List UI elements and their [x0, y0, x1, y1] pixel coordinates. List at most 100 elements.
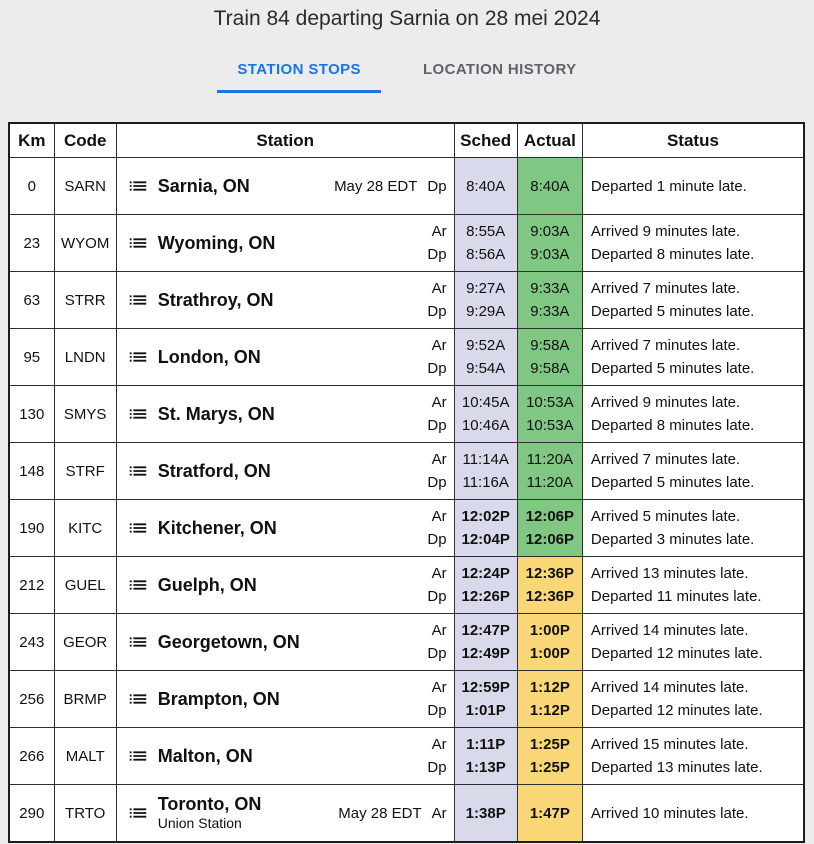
sched-time: 12:04P	[461, 531, 510, 548]
arrdep-line: Dp	[427, 528, 446, 551]
actual-cell: 12:06P 12:06P	[516, 499, 583, 557]
arrdep-line: Ar	[432, 562, 447, 585]
status-cell: Arrived 13 minutes late. Departed 11 minu…	[581, 556, 805, 614]
status-line: Arrived 13 minutes late.	[590, 565, 749, 582]
table-header-row: Km Code Station Sched Actual Status	[8, 122, 805, 158]
station-menu-list-icon[interactable]	[127, 346, 149, 368]
station-menu-list-icon[interactable]	[127, 403, 149, 425]
station-menu-list-icon[interactable]	[127, 175, 149, 197]
sched-cell: 1:11P 1:13P	[453, 727, 518, 785]
status-cell: Arrived 7 minutes late. Departed 5 minute…	[581, 328, 805, 386]
status-cell: Arrived 14 minutes late. Departed 12 minu…	[581, 670, 805, 728]
station-cell: Georgetown, ON Ar Dp	[115, 613, 455, 671]
station-name-block: Brampton, ON	[158, 689, 280, 710]
station-name: Strathroy, ON	[157, 289, 274, 310]
status-cell: Arrived 7 minutes late. Departed 5 minute…	[581, 271, 805, 329]
station-menu-list-icon[interactable]	[127, 289, 149, 311]
km-cell: 256	[8, 670, 55, 728]
active-tab-indicator	[217, 90, 381, 93]
actual-cell: 11:20A 11:20A	[516, 442, 583, 500]
station-cell-content: Malton, ON Ar Dp	[117, 728, 454, 784]
sched-cell: 11:14A 11:16A	[453, 442, 518, 500]
station-row: 130 SMYS St. Marys, ON Ar Dp 10:45A 10:46A 10:5…	[8, 385, 805, 443]
station-left: Stratford, ON	[127, 460, 271, 482]
arrdep-block: Ar Dp	[427, 619, 446, 665]
km-cell: 23	[8, 214, 55, 272]
station-code-cell: BRMP	[53, 670, 117, 728]
status-line: Arrived 7 minutes late.	[590, 451, 741, 468]
km-cell: 148	[8, 442, 55, 500]
status-line: Departed 12 minutes late.	[590, 702, 763, 719]
sched-cell: 12:47P 12:49P	[453, 613, 518, 671]
station-menu-list-icon[interactable]	[127, 574, 149, 596]
page-title: Train 84 departing Sarnia on 28 mei 2024	[213, 7, 601, 30]
station-menu-list-icon[interactable]	[127, 688, 149, 710]
station-menu-list-icon[interactable]	[127, 232, 149, 254]
actual-time: 9:33A	[530, 303, 570, 320]
station-menu-list-icon[interactable]	[127, 631, 149, 653]
station-cell: Guelph, ON Ar Dp	[115, 556, 455, 614]
station-menu-list-icon[interactable]	[127, 802, 149, 824]
arrdep-block: Ar Dp	[427, 505, 446, 551]
station-name: Stratford, ON	[157, 460, 271, 481]
station-menu-list-icon[interactable]	[127, 517, 149, 539]
arrdep-block: Ar Dp	[427, 448, 446, 494]
actual-time: 1:12P	[529, 679, 570, 696]
station-left: Strathroy, ON	[127, 289, 274, 311]
station-left: Malton, ON	[127, 745, 253, 767]
station-left: Wyoming, ON	[127, 232, 275, 254]
arrdep-line: Dp	[427, 756, 446, 779]
tab-station-stops[interactable]: STATION STOPS	[217, 46, 381, 93]
arrdep-block: Ar Dp	[427, 334, 446, 380]
station-left: St. Marys, ON	[127, 403, 275, 425]
sched-time: 9:29A	[466, 303, 506, 320]
station-cell-content: Stratford, ON Ar Dp	[117, 443, 454, 499]
actual-time: 11:20A	[526, 474, 574, 491]
arrdep-line: Dp	[427, 243, 446, 266]
actual-time: 10:53A	[526, 394, 574, 411]
sched-cell: 9:27A 9:29A	[453, 271, 518, 329]
arrdep-label: Dp	[427, 303, 447, 320]
sched-time: 12:47P	[461, 622, 510, 639]
tab-location-history[interactable]: LOCATION HISTORY	[403, 46, 597, 93]
sched-time: 12:02P	[461, 508, 510, 525]
km-cell: 95	[8, 328, 55, 386]
arrdep-label: Dp	[427, 417, 447, 434]
station-name-block: Strathroy, ON	[158, 290, 274, 311]
status-line: Arrived 14 minutes late.	[590, 622, 749, 639]
actual-cell: 1:25P 1:25P	[516, 727, 583, 785]
station-row: 212 GUEL Guelph, ON Ar Dp 12:24P 12:26P 12:36P 1…	[8, 556, 805, 614]
station-name-block: Sarnia, ON	[158, 176, 250, 197]
station-row: 256 BRMP Brampton, ON Ar Dp 12:59P 1:01P 1:12P 1…	[8, 670, 805, 728]
station-cell-content: Brampton, ON Ar Dp	[117, 671, 454, 727]
station-row: 190 KITC Kitchener, ON Ar Dp 12:02P 12:04P 12:0…	[8, 499, 805, 557]
station-code-cell: STRR	[53, 271, 117, 329]
station-name-block: St. Marys, ON	[158, 404, 275, 425]
km-cell: 290	[8, 784, 55, 843]
station-code-cell: GEOR	[53, 613, 117, 671]
station-name: St. Marys, ON	[157, 403, 275, 424]
status-line: Arrived 14 minutes late.	[590, 679, 749, 696]
arrdep-line: Ar	[432, 733, 447, 756]
date-note: May 28 EDT	[338, 804, 422, 822]
sched-time: 12:24P	[461, 565, 510, 582]
station-cell-content: Toronto, ON Union Station May 28 EDT Ar	[117, 785, 454, 841]
km-cell: 63	[8, 271, 55, 329]
sched-cell: 8:55A 8:56A	[453, 214, 518, 272]
col-header-km: Km	[8, 122, 55, 158]
station-menu-list-icon[interactable]	[127, 460, 149, 482]
station-row: 148 STRF Stratford, ON Ar Dp 11:14A 11:16A 11:2…	[8, 442, 805, 500]
station-cell: Sarnia, ON May 28 EDT Dp	[115, 157, 455, 215]
actual-cell: 9:58A 9:58A	[516, 328, 583, 386]
station-menu-list-icon[interactable]	[127, 745, 149, 767]
sched-time: 9:52A	[466, 337, 506, 354]
status-line: Departed 5 minutes late.	[590, 360, 755, 377]
col-header-sched: Sched	[453, 122, 518, 158]
station-cell: Brampton, ON Ar Dp	[115, 670, 455, 728]
station-name: Georgetown, ON	[157, 631, 300, 652]
sched-cell: 10:45A 10:46A	[453, 385, 518, 443]
status-line: Departed 11 minutes late.	[590, 588, 762, 605]
actual-cell: 8:40A	[516, 157, 583, 215]
km-cell: 0	[8, 157, 55, 215]
arrdep-line: Dp	[427, 699, 446, 722]
